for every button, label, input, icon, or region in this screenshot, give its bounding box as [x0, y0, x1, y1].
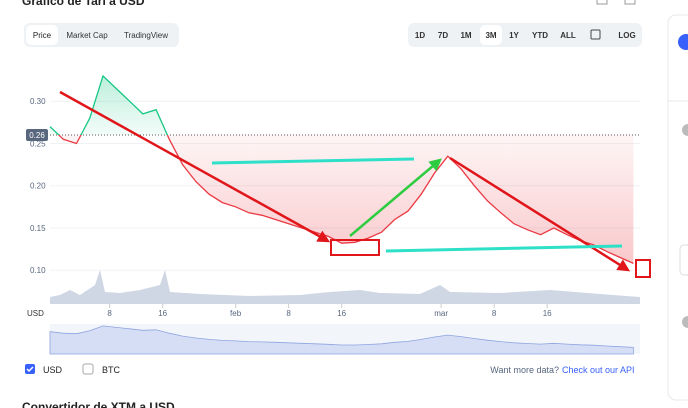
range-button[interactable]: YTD [532, 31, 548, 40]
checkbox[interactable] [82, 363, 94, 375]
range-button[interactable]: 1D [415, 31, 425, 40]
current-price-badge [26, 129, 48, 142]
more-data: Want more data? [490, 365, 559, 375]
tab-active [26, 25, 58, 45]
legend-item: USD [43, 365, 63, 375]
tab[interactable]: Market Cap [66, 31, 108, 40]
range-button[interactable]: 3M [485, 31, 496, 40]
range-button[interactable]: 1M [460, 31, 471, 40]
y-tick-label: 0.15 [30, 224, 46, 233]
currency-axis: USD [27, 309, 44, 318]
current-price-label: 0.26 [29, 131, 45, 140]
side-panel [667, 14, 688, 401]
y-tick-label: 0.10 [30, 266, 46, 275]
range-active [480, 25, 502, 45]
price-area [50, 75, 634, 264]
x-tick-label: 8 [286, 309, 291, 318]
y-tick-label: 0.30 [30, 97, 46, 106]
y-tick-label: 0.20 [30, 182, 46, 191]
x-tick-label: 16 [337, 309, 346, 318]
header-icons[interactable] [596, 0, 636, 5]
y-tick-label: 0.25 [30, 139, 46, 148]
log-button[interactable]: LOG [618, 31, 635, 40]
range-button[interactable]: 1Y [509, 31, 519, 40]
tabs-bg [24, 23, 179, 47]
navigator-line [49, 325, 634, 355]
legend-item: BTC [102, 365, 121, 375]
range-button[interactable]: ALL [560, 31, 576, 40]
tab[interactable]: Price [33, 31, 52, 40]
x-tick-label: 8 [107, 309, 112, 318]
calendar-icon[interactable] [590, 29, 601, 40]
tab[interactable]: TradingView [124, 31, 168, 40]
annotations [59, 90, 651, 278]
chart-title: Gráfico de Tari a USD [22, 0, 145, 8]
x-tick-label: 16 [158, 309, 167, 318]
x-tick-label: mar [434, 309, 448, 318]
price-line [49, 74, 634, 264]
x-tick-label: feb [230, 309, 242, 318]
range-button[interactable]: 7D [438, 31, 448, 40]
volume [50, 270, 640, 304]
converter-title: Convertidor de XTM a USD [22, 400, 175, 408]
api-link[interactable]: Check out our API [562, 365, 635, 375]
x-tick-label: 8 [492, 309, 497, 318]
x-tick-label: 16 [543, 309, 552, 318]
range-bg [408, 23, 642, 47]
